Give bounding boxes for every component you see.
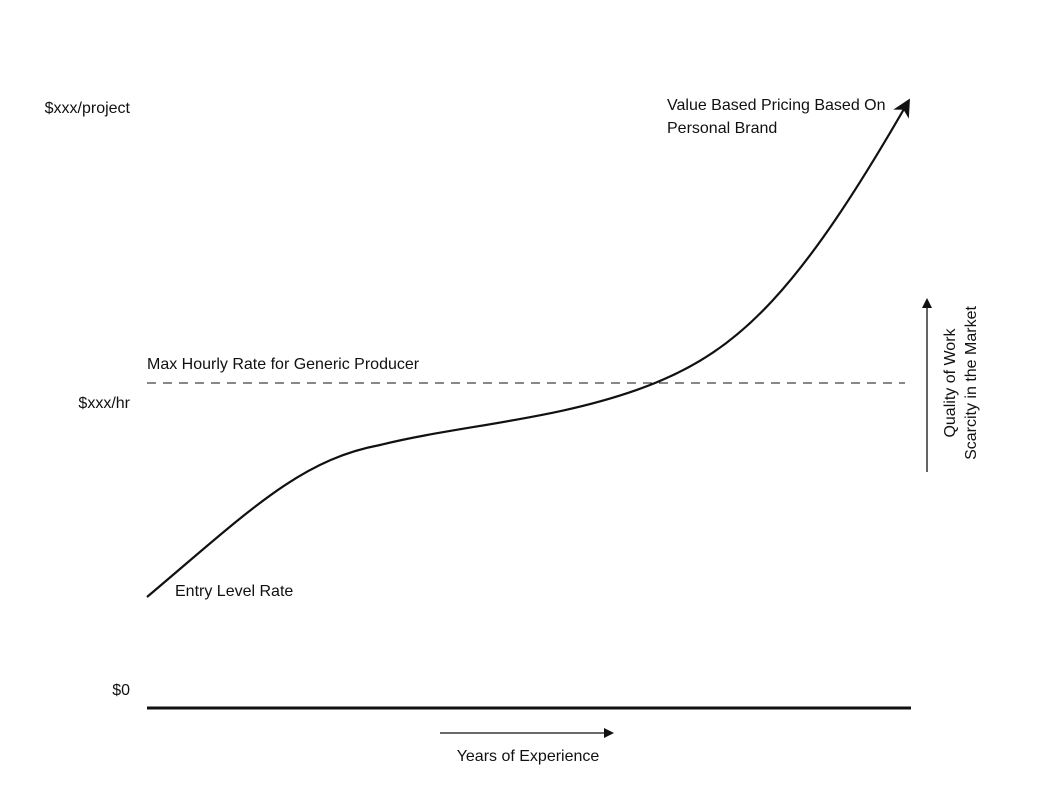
right-label-1: Quality of Work	[942, 327, 959, 437]
value-label-line2: Personal Brand	[667, 120, 777, 137]
growth-curve	[146, 98, 910, 598]
x-axis-label: Years of Experience	[457, 748, 600, 765]
y-label-middle: $xxx/hr	[78, 395, 130, 412]
y-label-top: $xxx/project	[45, 100, 131, 117]
right-label-2: Scarcity in the Market	[963, 306, 980, 460]
entry-label: Entry Level Rate	[175, 583, 293, 600]
y-label-bottom: $0	[112, 682, 130, 699]
value-label-line1: Value Based Pricing Based On	[667, 97, 886, 114]
max-hourly-label: Max Hourly Rate for Generic Producer	[147, 356, 420, 373]
